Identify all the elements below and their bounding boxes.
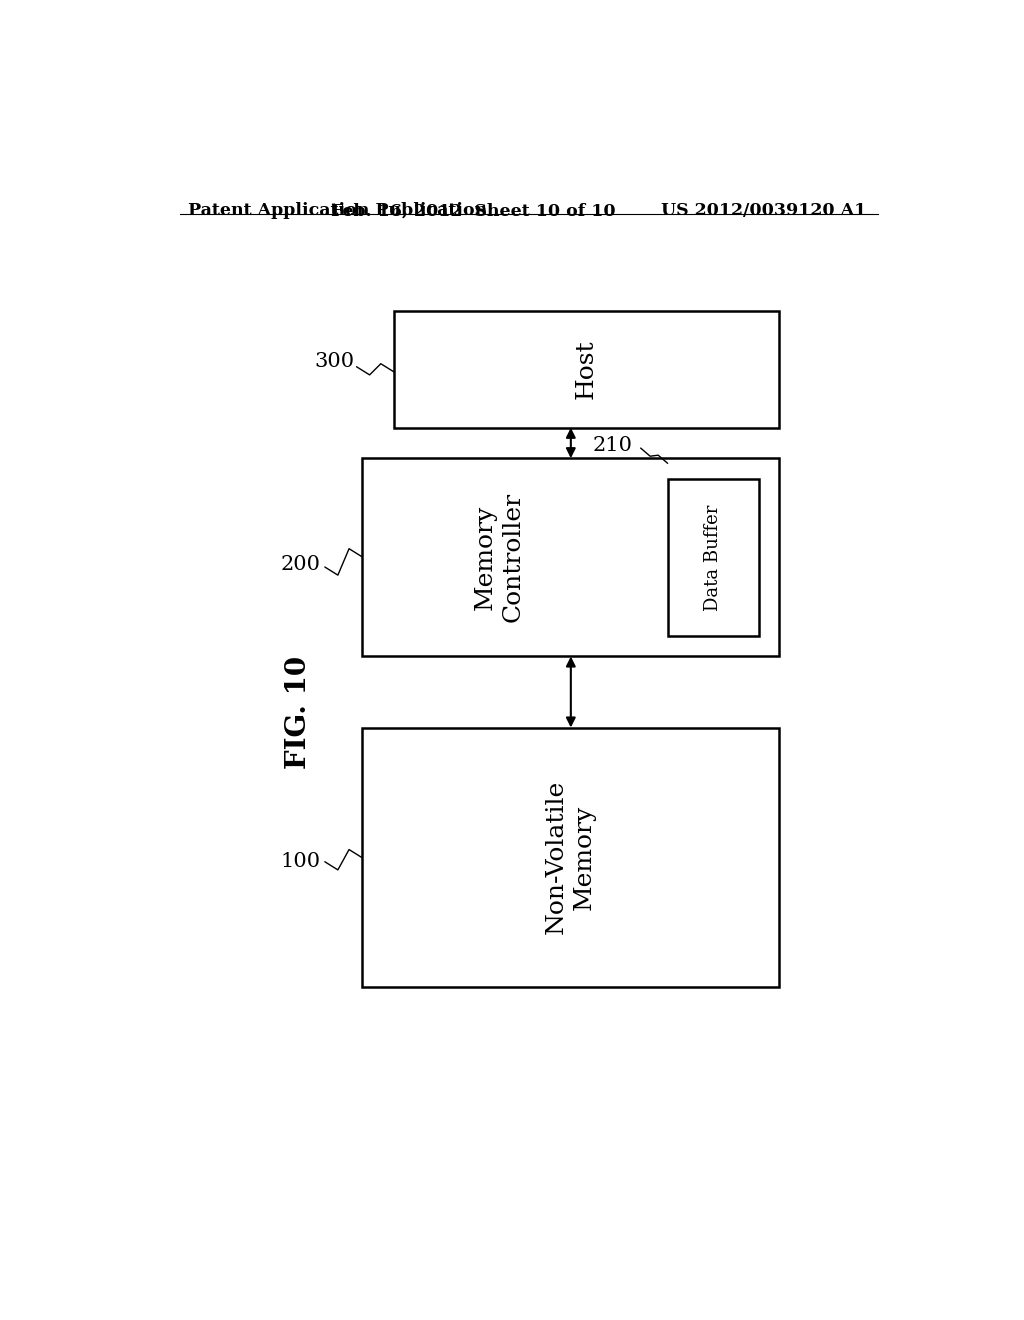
Text: Feb. 16, 2012  Sheet 10 of 10: Feb. 16, 2012 Sheet 10 of 10 bbox=[331, 202, 615, 219]
Text: Host: Host bbox=[574, 339, 598, 399]
Text: Data Buffer: Data Buffer bbox=[705, 504, 722, 611]
Text: FIG. 10: FIG. 10 bbox=[285, 656, 312, 770]
Bar bbox=[394, 312, 779, 428]
Text: 100: 100 bbox=[281, 853, 321, 871]
Text: 200: 200 bbox=[281, 556, 321, 574]
Text: 300: 300 bbox=[314, 352, 354, 371]
Text: Patent Application Publication: Patent Application Publication bbox=[187, 202, 486, 219]
Bar bbox=[362, 458, 779, 656]
Text: Memory
Controller: Memory Controller bbox=[473, 492, 524, 623]
Bar bbox=[362, 727, 779, 987]
Bar bbox=[668, 479, 759, 636]
Text: Non-Volatile
Memory: Non-Volatile Memory bbox=[545, 780, 596, 935]
Text: US 2012/0039120 A1: US 2012/0039120 A1 bbox=[660, 202, 866, 219]
Text: 210: 210 bbox=[593, 436, 633, 454]
